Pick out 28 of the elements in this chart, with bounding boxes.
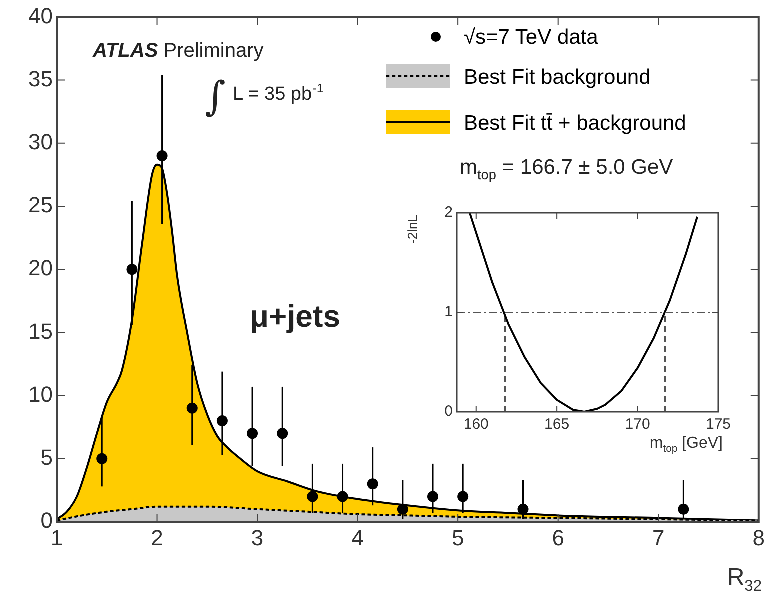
x-tick-label: 170 bbox=[625, 416, 650, 434]
annotation: ATLAS Preliminary bbox=[92, 40, 264, 62]
y-axis-title: -2lnL bbox=[405, 214, 420, 244]
y-tick-label: 10 bbox=[28, 382, 53, 407]
y-tick-label: 25 bbox=[28, 192, 53, 218]
legend-label: √s=7 TeV data bbox=[464, 26, 599, 49]
x-tick-label: 6 bbox=[552, 525, 564, 550]
x-tick-label: 2 bbox=[151, 525, 164, 550]
legend-label: Best Fit tt̄ + background bbox=[464, 112, 686, 135]
y-tick-label: 0 bbox=[444, 403, 453, 420]
x-tick-label: 8 bbox=[752, 525, 766, 550]
y-tick-label: 40 bbox=[28, 3, 53, 28]
x-tick-label: 165 bbox=[544, 416, 570, 434]
x-tick-label: 4 bbox=[352, 525, 364, 550]
x-tick-label: 175 bbox=[706, 416, 731, 434]
y-tick-label: 5 bbox=[40, 444, 53, 470]
y-tick-label: 2 bbox=[444, 204, 453, 222]
y-tick-label: 15 bbox=[28, 318, 53, 344]
y-tick-label: 30 bbox=[28, 129, 53, 154]
annotation: μ+jets bbox=[250, 299, 340, 334]
y-tick-label: 35 bbox=[28, 66, 53, 92]
y-tick-label: 20 bbox=[28, 256, 53, 281]
x-tick-label: 160 bbox=[464, 416, 489, 434]
y-tick-label: 1 bbox=[444, 304, 453, 321]
x-tick-label: 3 bbox=[251, 525, 264, 550]
x-tick-label: 7 bbox=[652, 525, 665, 550]
legend-label: Best Fit background bbox=[464, 66, 651, 89]
y-tick-label: 0 bbox=[40, 508, 53, 534]
